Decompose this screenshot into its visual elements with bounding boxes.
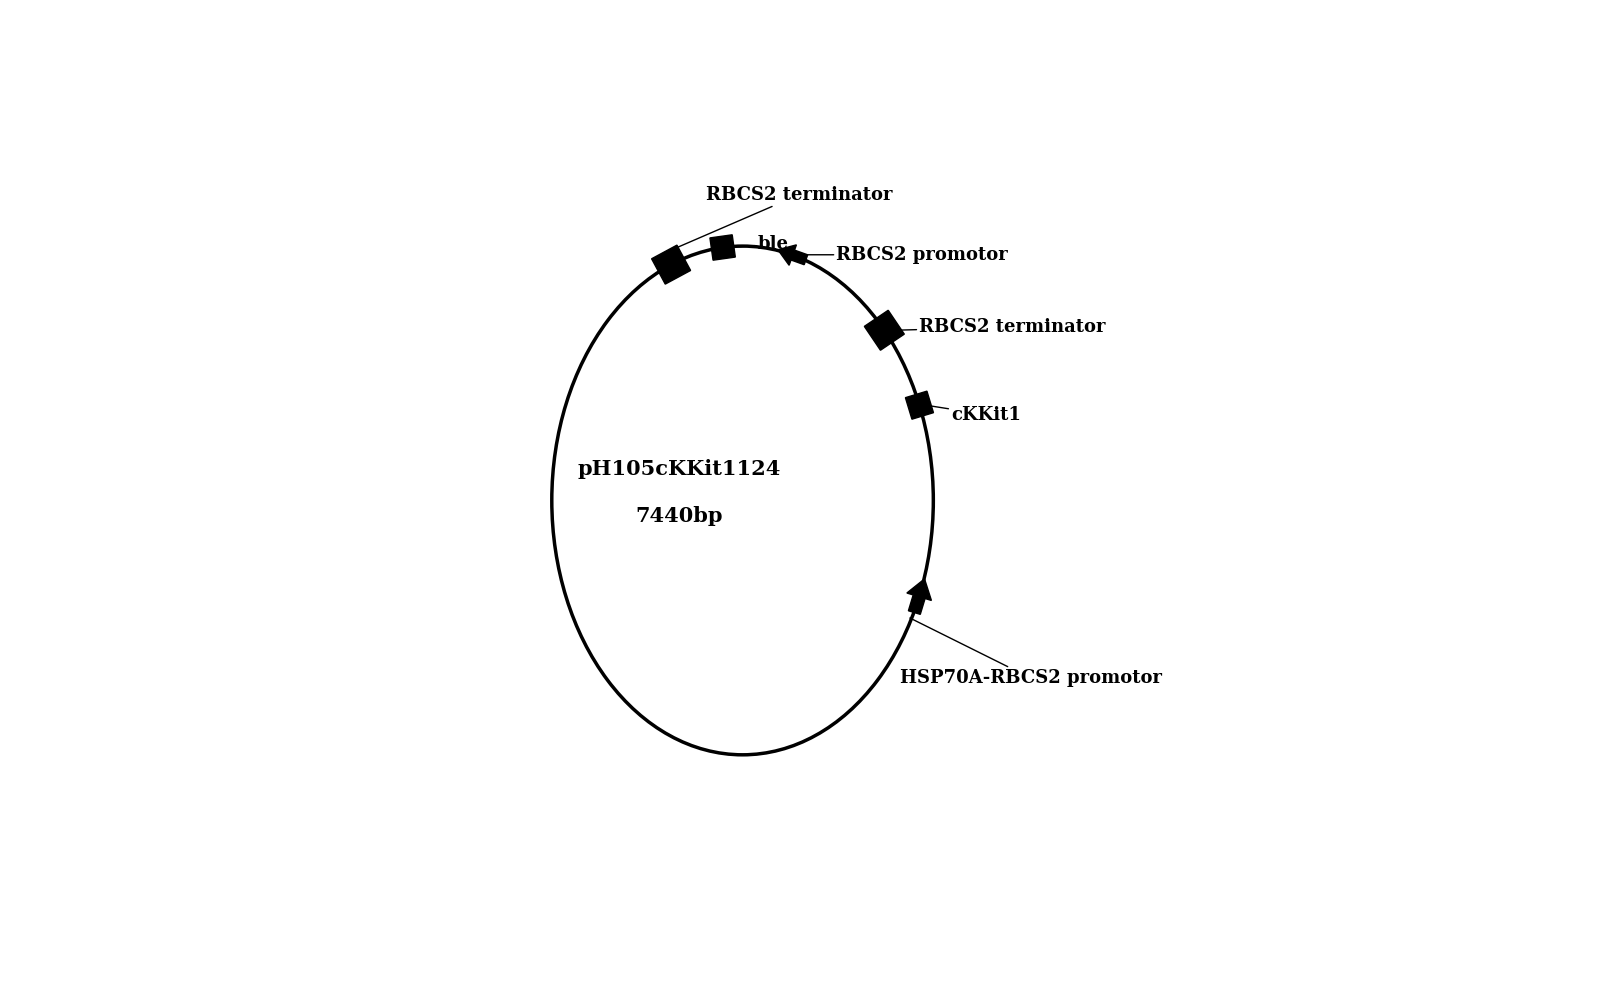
Polygon shape — [905, 391, 934, 419]
Text: RBCS2 promotor: RBCS2 promotor — [808, 246, 1009, 264]
Polygon shape — [865, 310, 905, 350]
Text: pH105cKKit1124: pH105cKKit1124 — [577, 459, 781, 479]
Text: HSP70A-RBCS2 promotor: HSP70A-RBCS2 promotor — [900, 618, 1163, 688]
Text: 7440bp: 7440bp — [635, 506, 723, 526]
Text: cKKit1: cKKit1 — [926, 405, 1022, 424]
Text: RBCS2 terminator: RBCS2 terminator — [674, 185, 892, 249]
Polygon shape — [711, 235, 735, 261]
Text: ble: ble — [728, 235, 789, 254]
Polygon shape — [778, 245, 808, 266]
Polygon shape — [651, 245, 691, 284]
Text: RBCS2 terminator: RBCS2 terminator — [893, 318, 1105, 336]
Polygon shape — [906, 579, 932, 614]
